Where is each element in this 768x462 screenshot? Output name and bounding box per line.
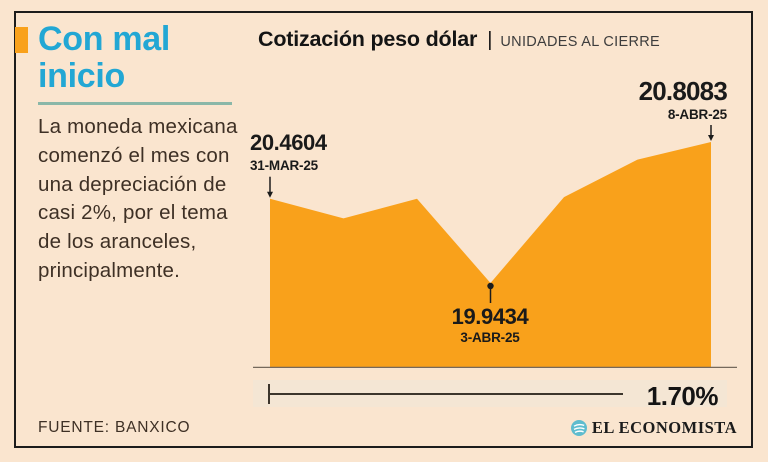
start-point-value: 20.4604 [250,130,327,155]
end-marker-arrow [708,135,714,141]
publisher-name: EL ECONOMISTA [591,418,737,437]
title-underline [38,102,232,105]
summary-text: La moneda mexicana comenzó el mes con un… [38,115,238,282]
change-indicator-band: 1.70% [253,380,727,411]
area-fill [270,142,711,368]
title-accent-bar [15,27,28,53]
end-point-date: 8-ABR-25 [667,107,727,122]
chart-title: Cotización peso dólar [258,27,478,51]
range-start-tick [268,384,270,404]
source-credit: FUENTE: BANXICO [38,419,191,436]
chart-title-separator: | [487,29,493,51]
start-marker-arrow [267,191,273,198]
start-point-date: 31-MAR-25 [250,158,318,173]
min-marker-dot [487,282,494,290]
low-point-date: 3-ABR-25 [460,330,520,345]
depreciation-percent: 1.70% [646,381,719,411]
publisher-brand: EL ECONOMISTA [540,418,737,438]
low-point-value: 19.9434 [451,304,529,329]
page-title: Con mal inicio [38,20,171,95]
end-point-value: 20.8083 [638,76,728,106]
chart-subtitle: UNIDADES AL CIERRE [500,34,660,50]
exchange-rate-area-chart [253,125,737,368]
chart-header: Cotización peso dólar | UNIDADES AL CIER… [258,27,660,52]
range-line [270,393,623,395]
el-economista-logo-icon [570,420,587,436]
